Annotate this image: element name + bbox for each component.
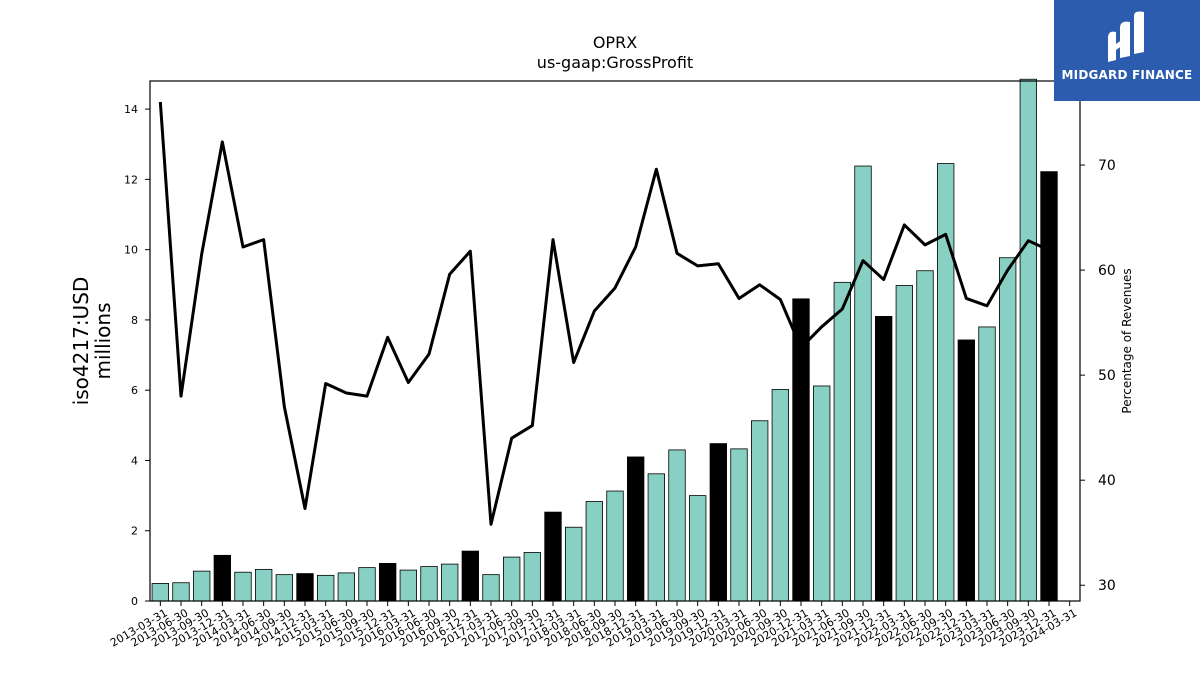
y-tick-label: 0 [131,595,138,608]
y2-axis-label: Percentage of Revenues [1120,268,1134,413]
logo-text: MIDGARD FINANCE [1061,68,1193,82]
bar [213,554,231,602]
bar [813,385,831,602]
chart-subtitle: us-gaap:GrossProfit [537,53,693,72]
bar [585,501,603,602]
y-tick-label: 8 [131,314,138,327]
bar [482,574,500,602]
bar [151,583,169,602]
bar [316,574,335,602]
bar [275,574,294,602]
bar [440,563,459,602]
bar [1040,171,1058,602]
bar [709,443,727,602]
y2-tick-label: 50 [1098,368,1116,384]
bar [854,165,872,602]
y-tick-label: 6 [131,384,138,397]
bar [627,456,645,602]
bar [502,556,521,602]
bar [751,420,769,602]
bar [668,449,686,602]
bar [606,490,624,602]
bar [895,285,913,602]
bar [916,270,934,602]
bar [1019,78,1037,602]
y-tick-label: 12 [124,173,138,186]
bar [378,563,397,602]
bar [978,326,996,602]
bar [420,566,438,602]
bar [461,550,480,602]
y-tick-label: 4 [131,454,138,467]
bar [172,582,190,602]
bar [730,448,748,602]
y-axis-label: iso4217:USD [69,277,93,406]
plot-area: 0246810121430405060702013-03-312013-06-3… [69,78,1134,650]
line-series-percentage [158,101,1050,526]
bar [957,339,975,602]
bar [771,389,789,602]
y-tick-label: 14 [124,103,138,116]
bar [234,571,252,602]
y-tick-label: 2 [131,525,138,538]
bar [647,473,665,602]
bar [689,495,707,602]
bar [833,281,851,602]
bar [192,570,211,602]
bar [296,573,314,602]
y2-tick-label: 60 [1098,263,1116,279]
bar [399,569,418,602]
y2-tick-label: 70 [1098,158,1116,174]
bar [999,257,1017,602]
bar [875,316,893,602]
chart-title: OPRX [593,33,637,52]
bar [523,552,541,602]
y-tick-label: 10 [124,244,138,257]
bar [358,567,376,602]
bar [937,163,955,602]
bar [254,568,273,602]
bar [544,511,562,602]
bar [337,572,356,602]
bar [565,526,583,602]
brand-logo: MIDGARD FINANCE [1054,0,1200,101]
midgard-logo-icon [1108,11,1144,62]
y-axis-label: millions [91,302,115,379]
y2-tick-label: 30 [1098,578,1116,594]
y2-tick-label: 40 [1098,473,1116,489]
